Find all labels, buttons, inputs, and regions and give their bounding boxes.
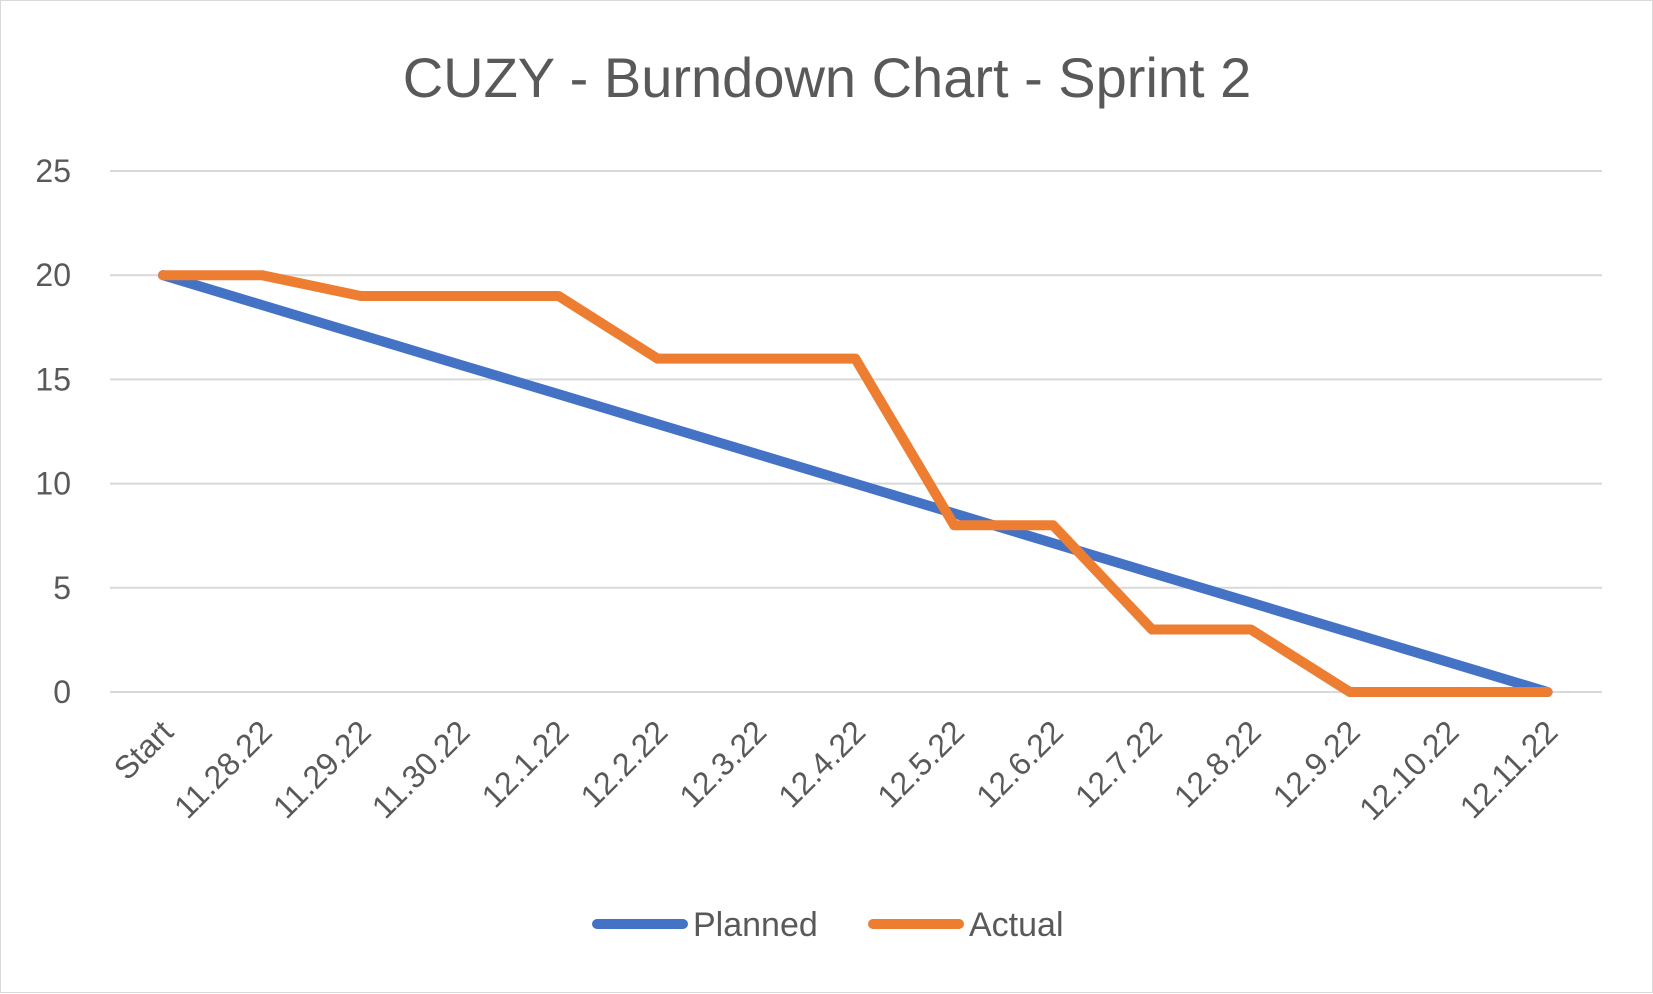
x-tick-label: 12.8.22 xyxy=(1167,713,1268,814)
x-tick-label: 11.30.22 xyxy=(365,713,477,825)
x-tick-label: 11.28.22 xyxy=(167,713,279,825)
y-tick-label: 10 xyxy=(35,466,71,502)
y-tick-label: 25 xyxy=(35,153,71,189)
x-tick-label: 12.6.22 xyxy=(969,713,1070,814)
x-tick-label: 12.7.22 xyxy=(1068,713,1169,814)
series-lines xyxy=(158,270,1553,697)
series-line-actual xyxy=(158,270,1553,697)
x-tick-label: 12.4.22 xyxy=(771,713,872,814)
x-tick-label: 12.3.22 xyxy=(672,713,773,814)
legend-label-planned: Planned xyxy=(693,906,818,944)
legend-label-actual: Actual xyxy=(969,906,1064,944)
x-tick-label: 12.10.22 xyxy=(1352,713,1466,827)
y-tick-label: 20 xyxy=(35,257,71,293)
y-tick-label: 5 xyxy=(53,570,71,606)
x-tick-label: Start xyxy=(107,713,180,786)
x-tick-label: 12.1.22 xyxy=(475,713,576,814)
y-axis-ticks: 0 5 10 15 20 25 xyxy=(35,153,71,710)
x-tick-label: 12.2.22 xyxy=(573,713,674,814)
x-axis-ticks: Start11.28.2211.29.2211.30.2212.1.2212.2… xyxy=(107,713,1565,827)
chart-title: CUZY - Burndown Chart - Sprint 2 xyxy=(403,46,1252,109)
x-tick-label: 12.9.22 xyxy=(1266,713,1367,814)
gridlines xyxy=(110,170,1602,693)
x-tick-label: 11.29.22 xyxy=(266,713,378,825)
legend: Planned Actual xyxy=(592,906,1064,944)
x-tick-label: 12.5.22 xyxy=(870,713,971,814)
y-tick-label: 0 xyxy=(53,674,71,710)
series-line-planned xyxy=(158,270,1553,697)
x-tick-label: 12.11.22 xyxy=(1453,713,1565,825)
y-tick-label: 15 xyxy=(35,361,71,397)
